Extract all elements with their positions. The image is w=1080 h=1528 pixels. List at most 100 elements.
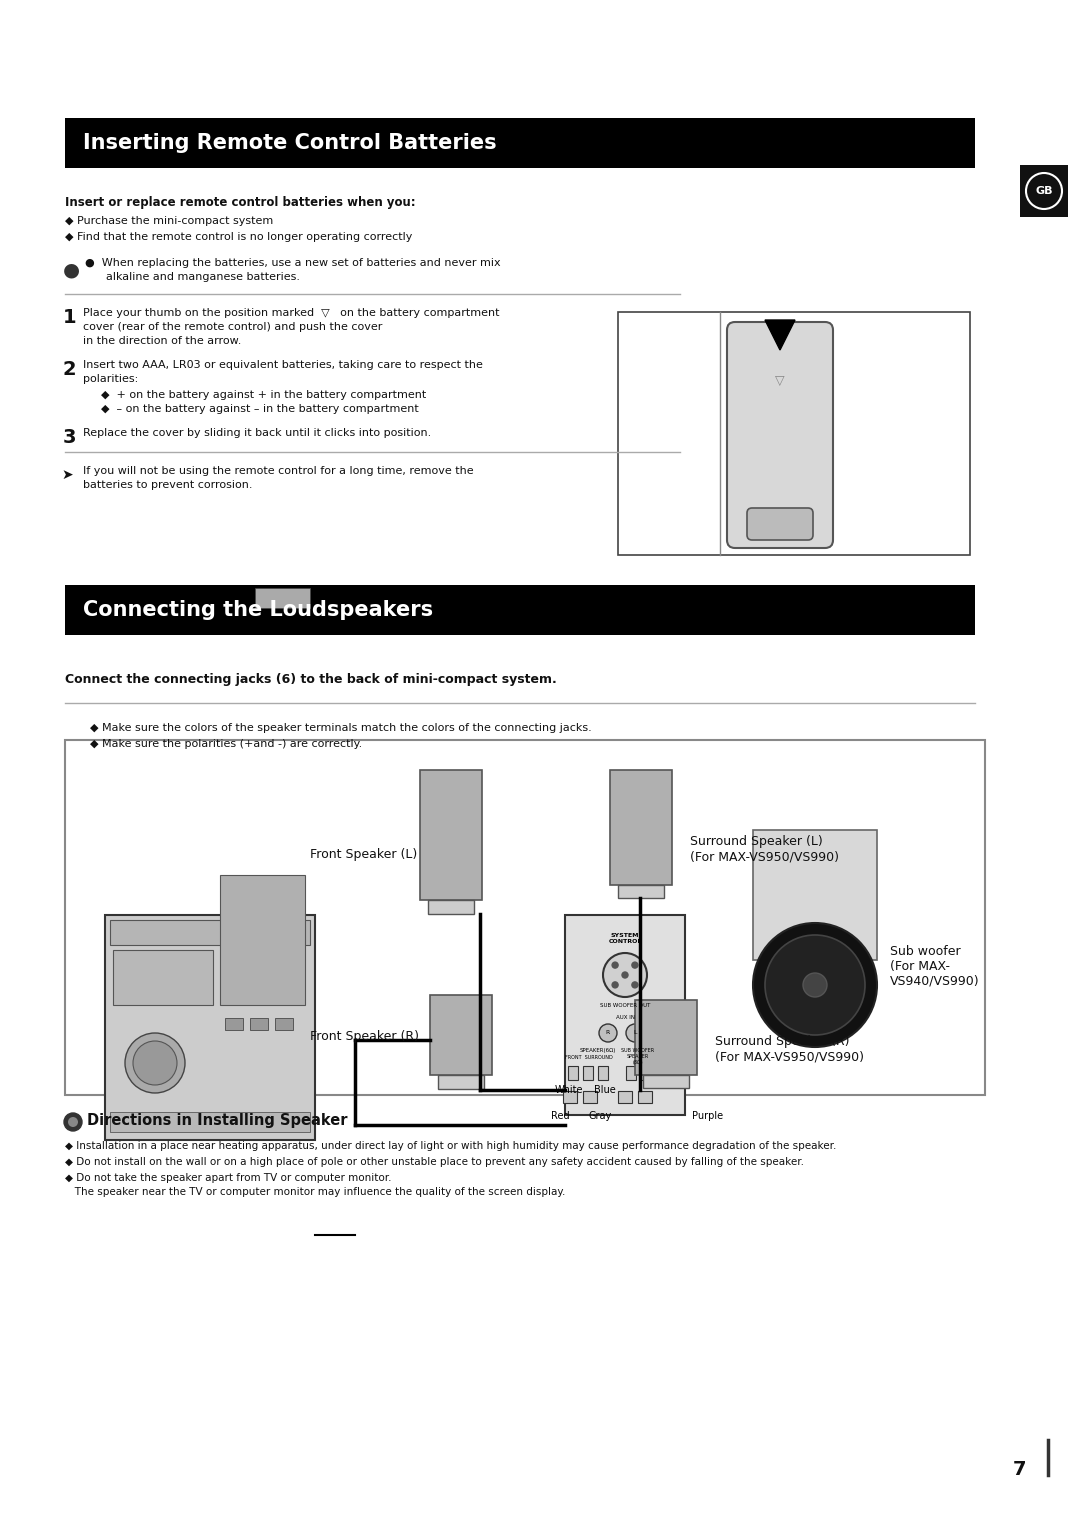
Text: ◆  + on the battery against + in the battery compartment: ◆ + on the battery against + in the batt… (102, 390, 427, 400)
Text: R: R (606, 1030, 610, 1034)
Bar (563, 1091, 577, 1103)
Bar (1020, 165, 1068, 217)
Circle shape (603, 953, 647, 996)
Circle shape (622, 972, 627, 978)
Text: AUX IN: AUX IN (616, 1015, 635, 1021)
Bar (65, 585, 975, 636)
Text: ◆ Do not take the speaker apart from TV or computer monitor.: ◆ Do not take the speaker apart from TV … (65, 1174, 391, 1183)
Circle shape (1026, 173, 1062, 209)
Circle shape (612, 963, 618, 969)
Text: ◆ Make sure the colors of the speaker terminals match the colors of the connecti: ◆ Make sure the colors of the speaker te… (90, 723, 592, 733)
Text: Place your thumb on the position marked  ▽   on the battery compartment: Place your thumb on the position marked … (83, 309, 499, 318)
Text: SUB WOOFER OUT: SUB WOOFER OUT (599, 1002, 650, 1008)
Text: ▽: ▽ (775, 373, 785, 387)
Bar (110, 920, 310, 944)
Text: 2: 2 (63, 361, 77, 379)
Text: Replace the cover by sliding it back until it clicks into position.: Replace the cover by sliding it back unt… (83, 428, 431, 439)
Bar (568, 1067, 578, 1080)
Text: Gray: Gray (589, 1111, 611, 1122)
Bar (65, 740, 985, 1096)
Bar (642, 1067, 651, 1080)
Text: The speaker near the TV or computer monitor may influence the quality of the scr: The speaker near the TV or computer moni… (65, 1187, 565, 1196)
Text: ◆ Installation in a place near heating apparatus, under direct lay of light or w: ◆ Installation in a place near heating a… (65, 1141, 836, 1151)
Text: alkaline and manganese batteries.: alkaline and manganese batteries. (85, 272, 300, 283)
Text: Blue: Blue (594, 1085, 616, 1096)
Text: GB: GB (1036, 186, 1053, 196)
Text: L: L (633, 1030, 637, 1034)
Text: Front Speaker (L): Front Speaker (L) (310, 848, 417, 860)
Text: in the direction of the arrow.: in the direction of the arrow. (83, 336, 241, 345)
Bar (638, 1091, 652, 1103)
Text: White: White (555, 1085, 583, 1096)
Bar (113, 950, 213, 1005)
Text: 3: 3 (63, 428, 77, 448)
Text: polarities:: polarities: (83, 374, 138, 384)
Bar (220, 876, 305, 1005)
Text: SUB WOOFER
SPEAKER
(8Ω): SUB WOOFER SPEAKER (8Ω) (621, 1048, 654, 1065)
Polygon shape (765, 319, 795, 350)
Text: cover (rear of the remote control) and push the cover: cover (rear of the remote control) and p… (83, 322, 382, 332)
Bar (428, 900, 474, 914)
Bar (598, 1067, 608, 1080)
Bar (626, 1067, 636, 1080)
Circle shape (626, 1024, 644, 1042)
Text: Purple: Purple (692, 1111, 724, 1122)
Text: Red: Red (551, 1111, 569, 1122)
Circle shape (765, 935, 865, 1034)
Bar (583, 1091, 597, 1103)
Text: Inserting Remote Control Batteries: Inserting Remote Control Batteries (83, 133, 497, 153)
Text: ●  When replacing the batteries, use a new set of batteries and never mix: ● When replacing the batteries, use a ne… (85, 258, 501, 267)
Text: Insert two AAA, LR03 or equivalent batteries, taking care to respect the: Insert two AAA, LR03 or equivalent batte… (83, 361, 483, 370)
Text: ◆ Do not install on the wall or on a high place of pole or other unstable place : ◆ Do not install on the wall or on a hig… (65, 1157, 804, 1167)
Text: ◆ Purchase the mini-compact system: ◆ Purchase the mini-compact system (65, 215, 273, 226)
Text: ◆ Find that the remote control is no longer operating correctly: ◆ Find that the remote control is no lon… (65, 232, 413, 241)
Text: ◆ Make sure the polarities (+and -) are correctly.: ◆ Make sure the polarities (+and -) are … (90, 740, 362, 749)
Circle shape (632, 963, 638, 969)
Bar (110, 1112, 310, 1132)
Circle shape (64, 1112, 82, 1131)
Bar (438, 1076, 484, 1089)
Text: SYSTEM
CONTROL: SYSTEM CONTROL (608, 934, 642, 944)
Text: SPEAKER(6Ω): SPEAKER(6Ω) (580, 1048, 617, 1053)
Text: 1: 1 (63, 309, 77, 327)
Bar (643, 1076, 689, 1088)
Text: Connecting the Loudspeakers: Connecting the Loudspeakers (83, 601, 433, 620)
Text: Surround Speaker (R)
(For MAX-VS950/VS990): Surround Speaker (R) (For MAX-VS950/VS99… (715, 1034, 864, 1063)
FancyBboxPatch shape (747, 507, 813, 539)
FancyBboxPatch shape (727, 322, 833, 549)
Text: Connect the connecting jacks (6) to the back of mini-compact system.: Connect the connecting jacks (6) to the … (65, 672, 557, 686)
Text: ◆  – on the battery against – in the battery compartment: ◆ – on the battery against – in the batt… (102, 403, 419, 414)
Circle shape (125, 1033, 185, 1093)
Circle shape (133, 1041, 177, 1085)
Circle shape (612, 983, 618, 989)
Bar (420, 770, 482, 900)
Bar (65, 118, 975, 168)
Text: ➤: ➤ (60, 468, 72, 481)
Text: batteries to prevent corrosion.: batteries to prevent corrosion. (83, 480, 253, 490)
Bar (105, 915, 315, 1140)
Circle shape (599, 1024, 617, 1042)
Bar (583, 1067, 593, 1080)
Text: Surround Speaker (L)
(For MAX-VS950/VS990): Surround Speaker (L) (For MAX-VS950/VS99… (690, 834, 839, 863)
Bar (618, 312, 970, 555)
Bar (753, 830, 877, 960)
Bar (430, 995, 492, 1076)
Circle shape (68, 1117, 78, 1128)
Text: If you will not be using the remote control for a long time, remove the: If you will not be using the remote cont… (83, 466, 474, 477)
Bar (618, 885, 664, 898)
Circle shape (804, 973, 827, 996)
Bar (635, 999, 697, 1076)
Text: Insert or replace remote control batteries when you:: Insert or replace remote control batteri… (65, 196, 416, 209)
Bar (255, 588, 310, 608)
Bar (275, 1018, 293, 1030)
Text: Sub woofer
(For MAX-
VS940/VS990): Sub woofer (For MAX- VS940/VS990) (890, 944, 980, 989)
Bar (618, 1091, 632, 1103)
Bar (565, 915, 685, 1115)
Circle shape (632, 983, 638, 989)
Bar (249, 1018, 268, 1030)
Text: ●: ● (63, 260, 80, 280)
Text: 7: 7 (1013, 1459, 1027, 1479)
Text: Front Speaker (R): Front Speaker (R) (310, 1030, 419, 1044)
Bar (225, 1018, 243, 1030)
Circle shape (753, 923, 877, 1047)
